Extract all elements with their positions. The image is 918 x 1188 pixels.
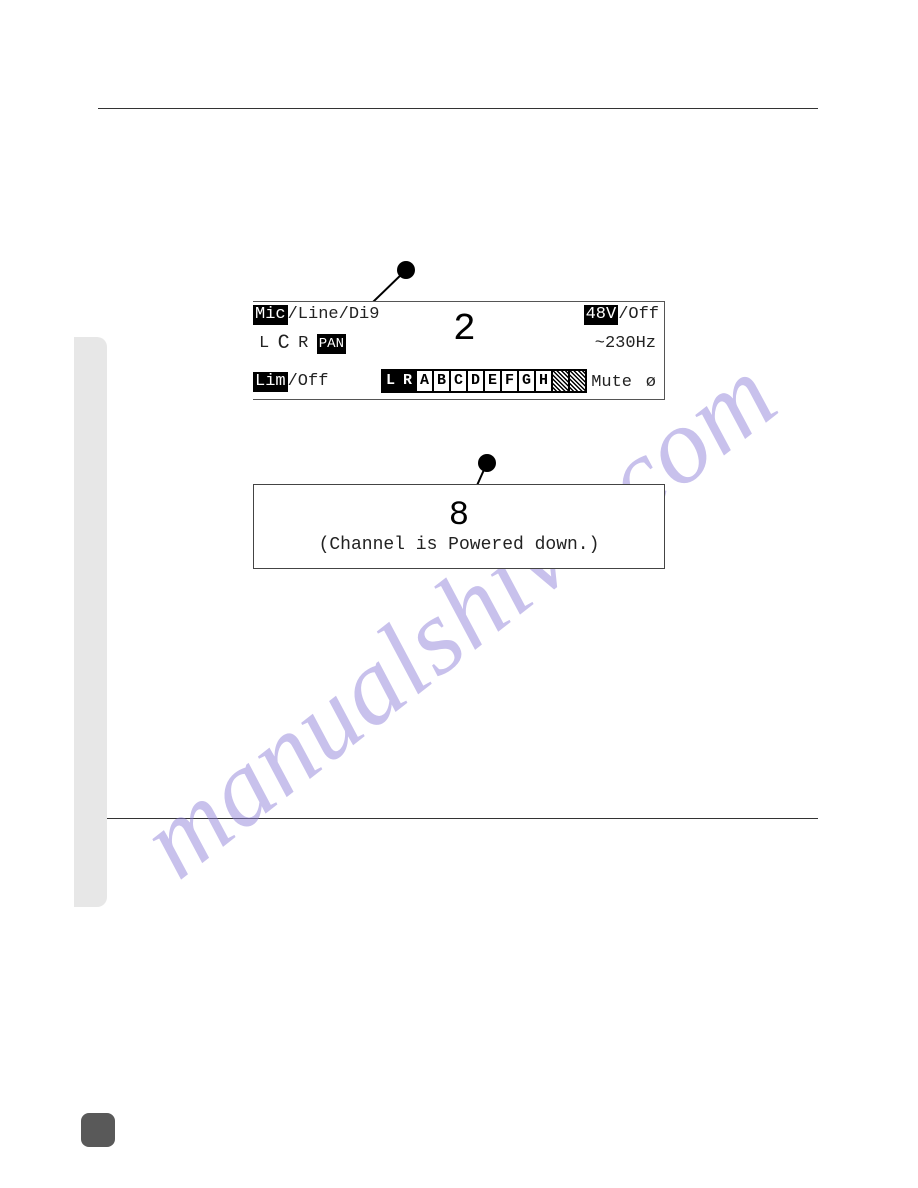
input-mode-rest: /Line/Di9 <box>288 305 380 325</box>
pan-meter-r: R <box>298 334 312 354</box>
limiter-chip: Lim <box>253 372 288 392</box>
top-divider <box>98 108 818 109</box>
input-mode-chip: Mic <box>253 305 288 325</box>
bus-routing-strip: L R A B C D E F G H <box>383 369 587 393</box>
page-number-badge <box>81 1113 115 1147</box>
channel-number-off: 8 <box>449 497 469 535</box>
limiter-rest: /Off <box>288 372 329 392</box>
bus-cell-x2 <box>568 369 587 393</box>
lcd-row-mid: L C R PAN ~230Hz <box>253 334 664 356</box>
lcd-frame-2: 8 (Channel is Powered down.) <box>253 484 665 569</box>
hpf-value: ~230Hz <box>595 334 656 354</box>
power-down-message: (Channel is Powered down.) <box>254 535 664 555</box>
lcd-panel-poweroff: 8 (Channel is Powered down.) <box>253 484 665 569</box>
pan-meter-c: C <box>278 334 294 354</box>
pan-chip: PAN <box>317 334 346 354</box>
phase-label: ø <box>646 373 656 393</box>
lcd-panel-active: Mic/Line/Di9 48V/Off 2 L C R PAN ~230Hz … <box>253 301 665 400</box>
bottom-divider <box>98 818 818 819</box>
phantom-rest: /Off <box>618 305 659 325</box>
page-root: manualshive.com Mic/Line/Di9 48V/Off 2 L… <box>0 0 918 1188</box>
lcd-frame-1: Mic/Line/Di9 48V/Off 2 L C R PAN ~230Hz … <box>253 301 665 400</box>
phantom-chip: 48V <box>584 305 619 325</box>
mute-label: Mute <box>591 373 632 393</box>
side-tab <box>74 337 107 907</box>
pan-meter-l: L <box>259 334 273 354</box>
